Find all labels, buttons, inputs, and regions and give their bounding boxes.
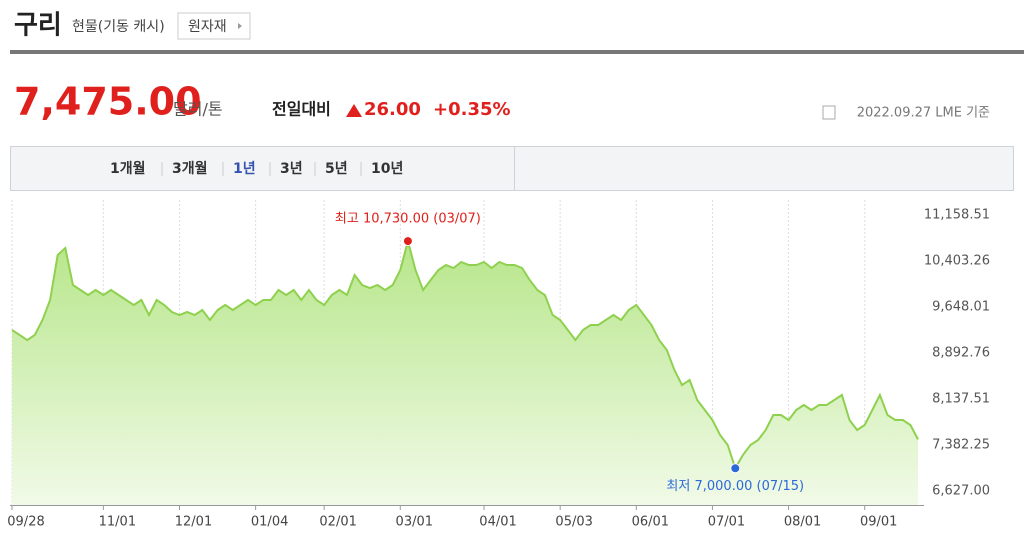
x-tick-label: 06/01 xyxy=(632,515,669,530)
price: 7,475.00 xyxy=(14,80,202,124)
x-tick-label: 09/01 xyxy=(860,515,897,530)
date: 2022.09.27 LME 기준 xyxy=(857,106,990,121)
x-tick-label: 04/01 xyxy=(479,515,516,530)
button[interactable]: 원자재 xyxy=(177,12,251,40)
calendar-icon xyxy=(822,105,836,120)
extreme-point xyxy=(730,463,741,474)
title: 구리 xyxy=(14,11,62,41)
change-label: 전일대비 xyxy=(272,100,331,119)
change-pct: +0.35% xyxy=(433,99,511,120)
tab[interactable]: 1개월 xyxy=(110,160,146,177)
y-tick-label: 10,403.26 xyxy=(924,253,990,268)
x-tick-label: 02/01 xyxy=(319,515,356,530)
tab[interactable]: 3개월 xyxy=(172,160,208,177)
tab[interactable]: 10년 xyxy=(371,161,403,177)
y-tick-label: 6,627.00 xyxy=(932,484,990,499)
y-tick-label: 7,382.25 xyxy=(932,438,990,453)
annotation: 최고 10,730.00 (03/07) xyxy=(335,212,481,227)
x-tick-label: 01/04 xyxy=(251,515,288,530)
subtitle: 현물(기동 캐시) xyxy=(72,19,165,35)
x-tick-label: 09/28 xyxy=(7,515,44,530)
tab[interactable]: 5년 xyxy=(325,161,348,177)
x-tick-label: 05/03 xyxy=(555,515,592,530)
x-tick-label: 11/01 xyxy=(99,515,136,530)
change: 26.00 xyxy=(364,99,421,120)
x-tick-label: 07/01 xyxy=(708,515,745,530)
y-tick-label: 9,648.01 xyxy=(932,299,990,314)
up-arrow xyxy=(346,104,362,117)
button-label[interactable]: 원자재 xyxy=(188,19,227,35)
tab-bar xyxy=(10,146,1014,191)
area xyxy=(12,241,918,505)
tab[interactable]: 3년 xyxy=(280,161,303,177)
divider xyxy=(10,50,1024,54)
extreme-point xyxy=(402,236,413,247)
tab[interactable]: 1년 xyxy=(233,161,256,177)
y-tick-label: 8,892.76 xyxy=(932,345,990,360)
unit: 달러/톤 xyxy=(173,100,223,119)
y-tick-label: 8,137.51 xyxy=(932,391,990,406)
annotation: 최저 7,000.00 (07/15) xyxy=(666,479,804,494)
x-tick-label: 03/01 xyxy=(396,515,433,530)
line xyxy=(11,237,919,471)
button-arrow xyxy=(238,23,242,29)
y-tick-label: 11,158.51 xyxy=(924,208,990,223)
x-tick-label: 08/01 xyxy=(784,515,821,530)
x-tick-label: 12/01 xyxy=(175,515,212,530)
